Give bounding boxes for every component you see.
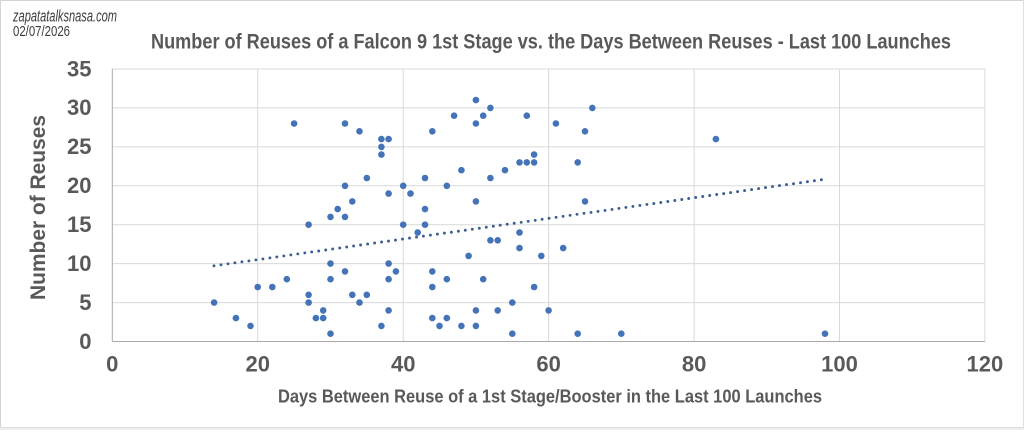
svg-text:Number of Reuses of a Falcon 9: Number of Reuses of a Falcon 9 1st Stage…: [151, 30, 951, 54]
svg-text:60: 60: [536, 351, 560, 376]
svg-text:25: 25: [67, 134, 91, 159]
svg-text:5: 5: [79, 290, 91, 315]
svg-text:20: 20: [245, 351, 269, 376]
svg-text:120: 120: [967, 351, 1004, 376]
svg-text:zapatatalksnasa.com: zapatatalksnasa.com: [12, 8, 117, 26]
svg-text:40: 40: [391, 351, 415, 376]
svg-text:20: 20: [67, 173, 91, 198]
svg-text:80: 80: [682, 351, 706, 376]
svg-text:0: 0: [79, 329, 91, 354]
svg-text:30: 30: [67, 95, 91, 120]
svg-text:Days Between Reuse of a 1st St: Days Between Reuse of a 1st Stage/Booste…: [278, 386, 822, 407]
svg-text:10: 10: [67, 251, 91, 276]
svg-text:35: 35: [67, 56, 91, 81]
svg-text:15: 15: [67, 212, 91, 237]
svg-text:0: 0: [106, 351, 118, 376]
svg-text:02/07/2026: 02/07/2026: [13, 23, 70, 40]
svg-text:100: 100: [821, 351, 858, 376]
svg-text:Number of Reuses: Number of Reuses: [27, 115, 50, 300]
